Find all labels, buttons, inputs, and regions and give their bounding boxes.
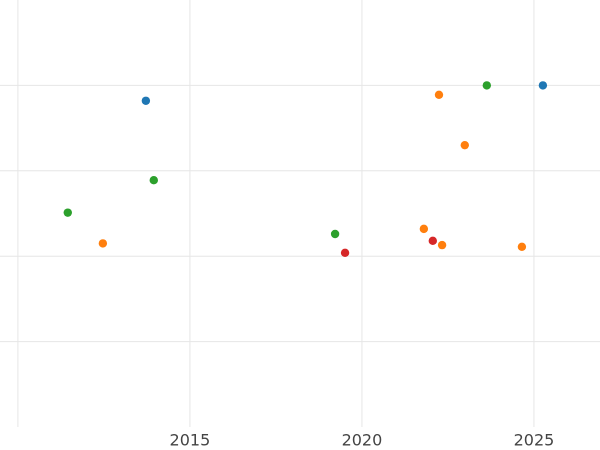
point xyxy=(141,96,151,105)
point xyxy=(482,81,492,90)
point xyxy=(460,140,469,150)
point xyxy=(63,208,72,217)
point xyxy=(340,248,350,257)
point xyxy=(419,224,429,234)
point xyxy=(98,239,108,248)
x-tick-label: 2020 xyxy=(342,431,383,450)
point xyxy=(434,90,444,99)
point xyxy=(428,236,437,246)
x-tick-label: 2025 xyxy=(514,431,555,450)
x-tick-label: 2015 xyxy=(170,431,211,450)
point xyxy=(437,240,447,250)
point xyxy=(517,242,527,252)
point xyxy=(330,229,340,239)
point xyxy=(149,175,158,185)
point xyxy=(538,81,548,90)
